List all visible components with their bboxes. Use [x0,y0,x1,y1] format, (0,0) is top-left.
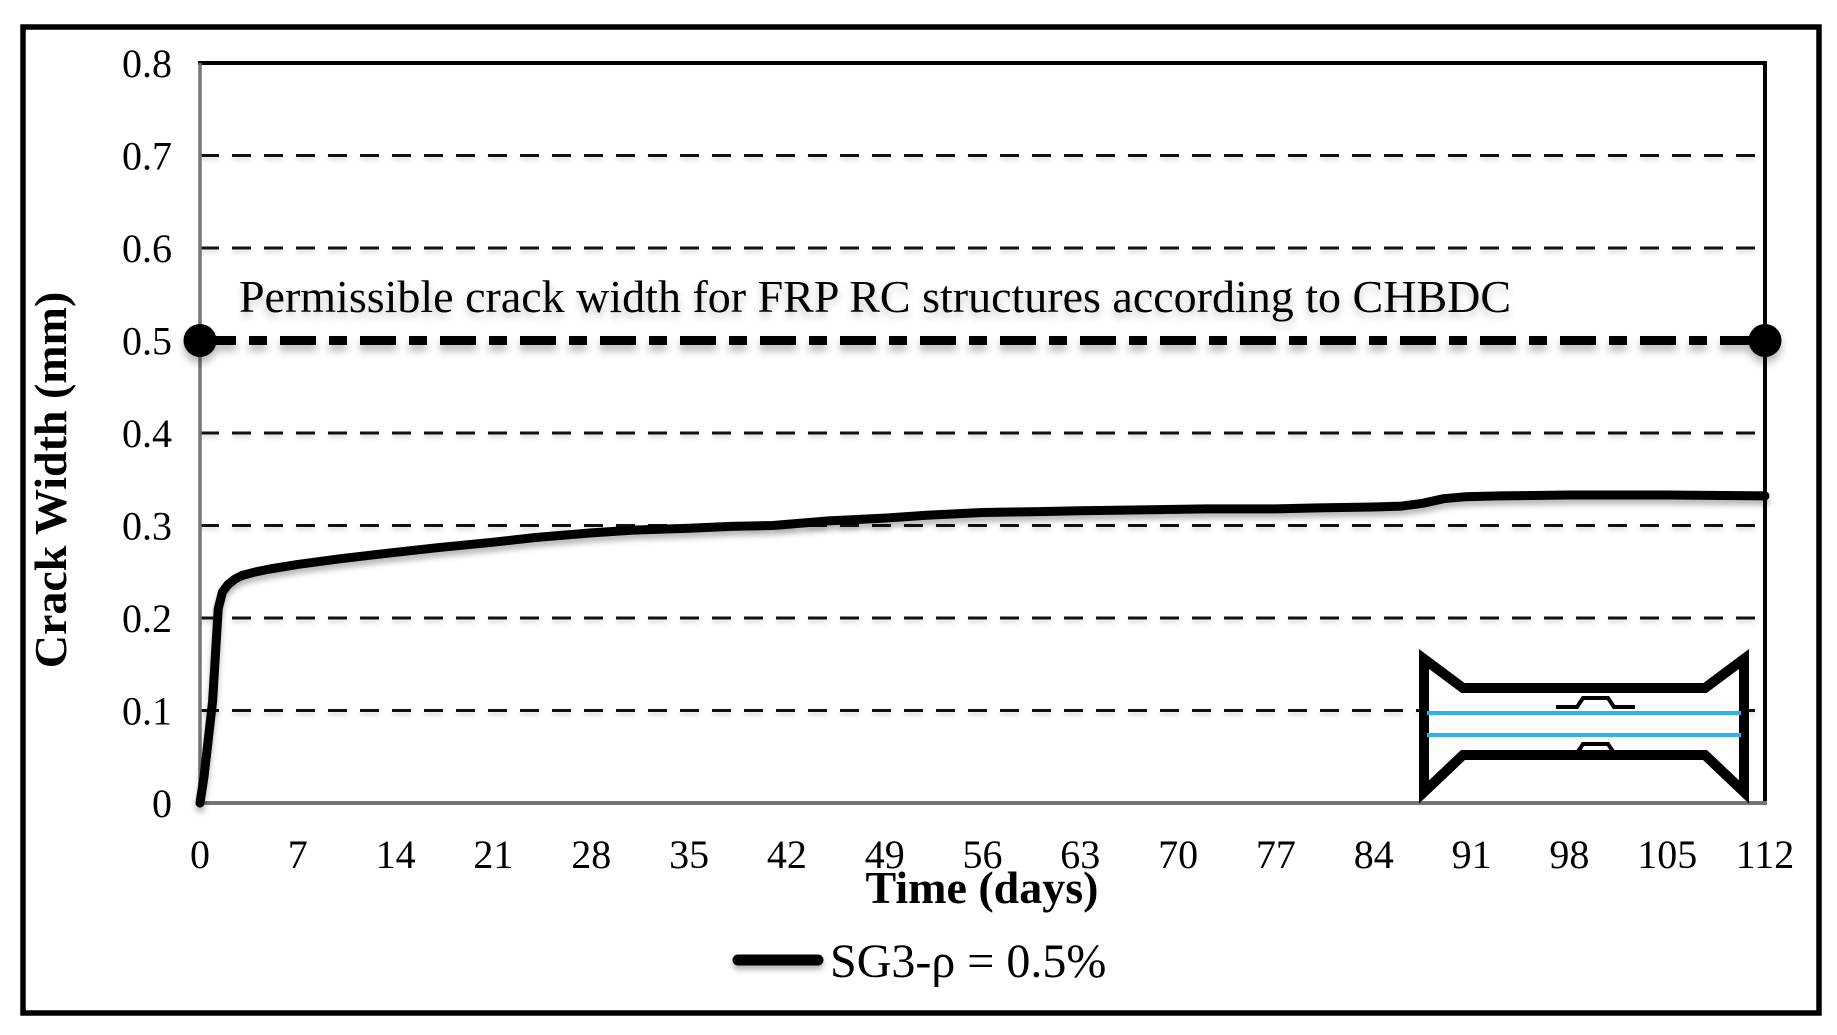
x-tick-label-98: 98 [1549,832,1589,877]
y-tick-label-0.7: 0.7 [122,134,172,179]
y-tick-label-0.5: 0.5 [122,319,172,364]
x-tick-label-49: 49 [865,832,905,877]
x-tick-label-105: 105 [1637,832,1697,877]
limit-line-right-marker [1748,324,1782,357]
x-tick-label-28: 28 [571,832,611,877]
x-tick-label-14: 14 [376,832,416,877]
limit-line-left-marker [183,324,217,357]
outer-frame [20,24,1822,1016]
y-tick-label-0.3: 0.3 [122,504,172,549]
y-tick-label-0.8: 0.8 [122,41,172,86]
plot-borders [198,61,1767,805]
specimen-inset-diagram [1419,649,1749,804]
x-tick-label-63: 63 [1060,832,1100,877]
x-tick-label-7: 7 [288,832,308,877]
y-tick-labels: 0 0.1 0.2 0.3 0.4 0.5 0.6 0.7 0.8 [122,41,172,826]
y-tick-label-0: 0 [152,781,172,826]
y-tick-label-0.1: 0.1 [122,689,172,734]
specimen-outline [1419,649,1749,804]
x-axis-title: Time (days) [866,862,1099,913]
legend-label: SG3-ρ = 0.5% [830,935,1106,988]
x-tick-labels: 0 7 14 21 28 35 42 49 56 63 70 77 84 91 98 105 112 [190,832,1794,877]
x-tick-label-91: 91 [1452,832,1492,877]
x-tick-label-0: 0 [190,832,210,877]
strain-gauge-top-icon [1556,696,1635,709]
gridlines [200,154,1765,712]
y-tick-label-0.6: 0.6 [122,226,172,271]
legend: SG3-ρ = 0.5% [732,935,1106,988]
x-tick-label-70: 70 [1158,832,1198,877]
y-tick-label-0.4: 0.4 [122,411,172,456]
x-tick-label-112: 112 [1736,832,1795,877]
y-axis-title: Crack Width (mm) [25,292,76,669]
x-tick-label-77: 77 [1256,832,1296,877]
strain-gauge-bottom-icon [1556,742,1635,755]
x-tick-label-56: 56 [963,832,1003,877]
x-tick-label-21: 21 [473,832,513,877]
y-tick-label-0.2: 0.2 [122,596,172,641]
limit-annotation: Permissible crack width for FRP RC struc… [239,271,1511,322]
x-tick-label-84: 84 [1354,832,1394,877]
x-tick-label-35: 35 [669,832,709,877]
series-curve [195,490,1770,808]
limit-line-group [183,324,1782,357]
x-tick-label-42: 42 [767,832,807,877]
